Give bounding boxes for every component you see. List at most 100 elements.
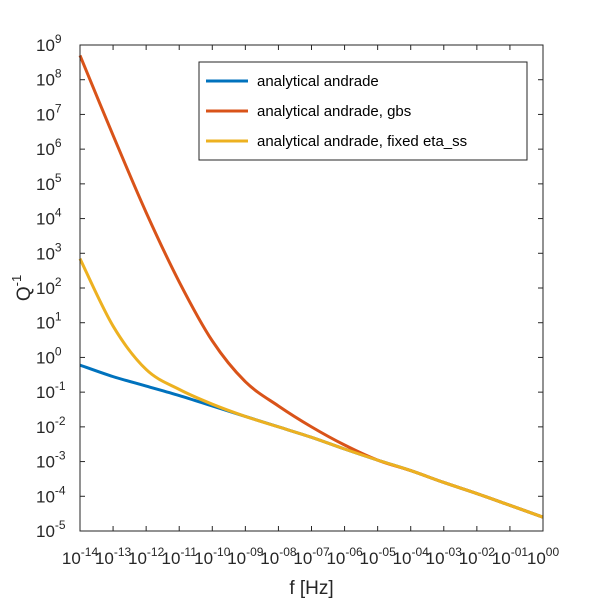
y-tick-label-exponent: 3 (55, 240, 62, 254)
y-tick-label-exponent: 6 (55, 136, 62, 150)
y-tick-label: 10-3 (36, 449, 66, 472)
x-tick-label-base: 10 (527, 549, 546, 568)
y-tick-label: 10-4 (36, 483, 66, 506)
y-tick-label-base: 10 (36, 383, 55, 402)
y-tick-label: 101 (36, 310, 62, 333)
y-tick-label-exponent: 1 (55, 310, 62, 324)
plot-frame (79, 44, 544, 532)
x-tick-label-base: 10 (393, 549, 412, 568)
y-tick-label-base: 10 (36, 522, 55, 541)
x-tick-label-exponent: -12 (147, 545, 165, 559)
x-tick-label: 10-12 (128, 545, 165, 568)
y-tick-label-exponent: 8 (55, 67, 62, 81)
y-tick-label: 102 (36, 275, 62, 298)
x-tick-label-exponent: -09 (246, 545, 264, 559)
x-tick-label-base: 10 (293, 549, 312, 568)
series-line-3 (78, 257, 544, 519)
y-tick-label-exponent: 9 (55, 32, 62, 46)
y-tick-label: 10-1 (36, 379, 66, 402)
x-tick-label-base: 10 (426, 549, 445, 568)
y-tick-label: 106 (36, 136, 62, 159)
x-tick-label-base: 10 (459, 549, 478, 568)
x-tick-label: 10-09 (227, 545, 264, 568)
x-tick-label-exponent: -04 (412, 545, 430, 559)
x-tick-label-base: 10 (162, 549, 181, 568)
x-tick-label-base: 10 (227, 549, 246, 568)
x-tick-label: 10-06 (326, 545, 363, 568)
legend-label-2: analytical andrade, gbs (257, 103, 411, 120)
y-tick-label: 107 (36, 101, 62, 124)
x-tick-label: 10-03 (426, 545, 463, 568)
x-tick-label: 10-08 (260, 545, 297, 568)
x-tick-label: 10-14 (62, 545, 99, 568)
y-tick-label-base: 10 (36, 36, 55, 55)
y-tick-label-base: 10 (36, 140, 55, 159)
x-tick-label: 10-04 (393, 545, 430, 568)
y-tick-label-base: 10 (36, 71, 55, 90)
y-tick-label-base: 10 (36, 418, 55, 437)
x-tick-label-exponent: -01 (511, 545, 529, 559)
legend-box (198, 61, 528, 161)
y-axis-label-base: Q (14, 286, 35, 301)
x-tick-label-exponent: -06 (345, 545, 363, 559)
y-tick-label-base: 10 (36, 279, 55, 298)
y-axis-label-exponent: -1 (9, 275, 24, 287)
y-tick-label-exponent: 0 (55, 344, 62, 358)
y-tick-label: 103 (36, 240, 62, 263)
x-tick-label-base: 10 (62, 549, 81, 568)
x-tick-label: 10-13 (95, 545, 132, 568)
x-tick-label-exponent: -10 (213, 545, 231, 559)
x-tick-label-base: 10 (492, 549, 511, 568)
y-tick-label-base: 10 (36, 175, 55, 194)
x-tick-label-base: 10 (194, 549, 213, 568)
y-tick-label-base: 10 (36, 348, 55, 367)
y-tick-label-base: 10 (36, 314, 55, 333)
y-tick-label-exponent: 5 (55, 171, 62, 185)
x-tick-label-exponent: -03 (445, 545, 463, 559)
y-tick-label: 108 (36, 67, 62, 90)
x-tick-label: 1000 (527, 545, 560, 568)
x-tick-label: 10-02 (459, 545, 496, 568)
x-tick-label-base: 10 (326, 549, 345, 568)
x-axis-label: f [Hz] (289, 578, 333, 599)
y-tick-label-exponent: -1 (55, 379, 66, 393)
x-tick-label-exponent: -13 (114, 545, 132, 559)
x-tick-label-exponent: -05 (378, 545, 396, 559)
y-tick-label-exponent: -3 (55, 449, 66, 463)
x-tick-label-base: 10 (360, 549, 379, 568)
x-tick-label: 10-05 (360, 545, 397, 568)
y-tick-label-exponent: -5 (55, 518, 66, 532)
x-tick-label-base: 10 (95, 549, 114, 568)
x-tick-label-exponent: -11 (180, 545, 197, 559)
x-tick-label: 10-10 (194, 545, 231, 568)
legend-label-1: analytical andrade (257, 73, 379, 90)
y-tick-label-exponent: -4 (55, 483, 66, 497)
y-tick-label: 105 (36, 171, 62, 194)
x-tick-label-exponent: -02 (478, 545, 496, 559)
y-tick-label: 10-2 (36, 414, 66, 437)
x-tick-label-base: 10 (128, 549, 147, 568)
x-tick-label-exponent: 00 (546, 545, 560, 559)
x-tick-label-exponent: -08 (279, 545, 297, 559)
y-tick-label-exponent: -2 (55, 414, 66, 428)
y-tick-label: 104 (36, 206, 62, 229)
tick-group: 10-1410-1310-1210-1110-1010-0910-0810-07… (36, 32, 559, 568)
y-tick-label-exponent: 7 (55, 101, 62, 115)
x-tick-label-exponent: -07 (312, 545, 330, 559)
y-tick-label-base: 10 (36, 105, 55, 124)
legend-label-3: analytical andrade, fixed eta_ss (257, 133, 467, 150)
legend: analytical andrade analytical andrade, gb… (198, 61, 528, 161)
x-tick-label: 10-11 (162, 545, 198, 568)
y-tick-label-base: 10 (36, 453, 55, 472)
y-tick-label-base: 10 (36, 487, 55, 506)
x-tick-label: 10-01 (492, 545, 529, 568)
series-lines (78, 54, 544, 519)
y-tick-label: 109 (36, 32, 62, 55)
y-tick-label-base: 10 (36, 210, 55, 229)
y-tick-label-exponent: 4 (55, 206, 62, 220)
y-tick-label-base: 10 (36, 244, 55, 263)
x-tick-label: 10-07 (293, 545, 330, 568)
y-tick-label-exponent: 2 (55, 275, 62, 289)
y-axis-label: Q-1 (9, 275, 35, 301)
